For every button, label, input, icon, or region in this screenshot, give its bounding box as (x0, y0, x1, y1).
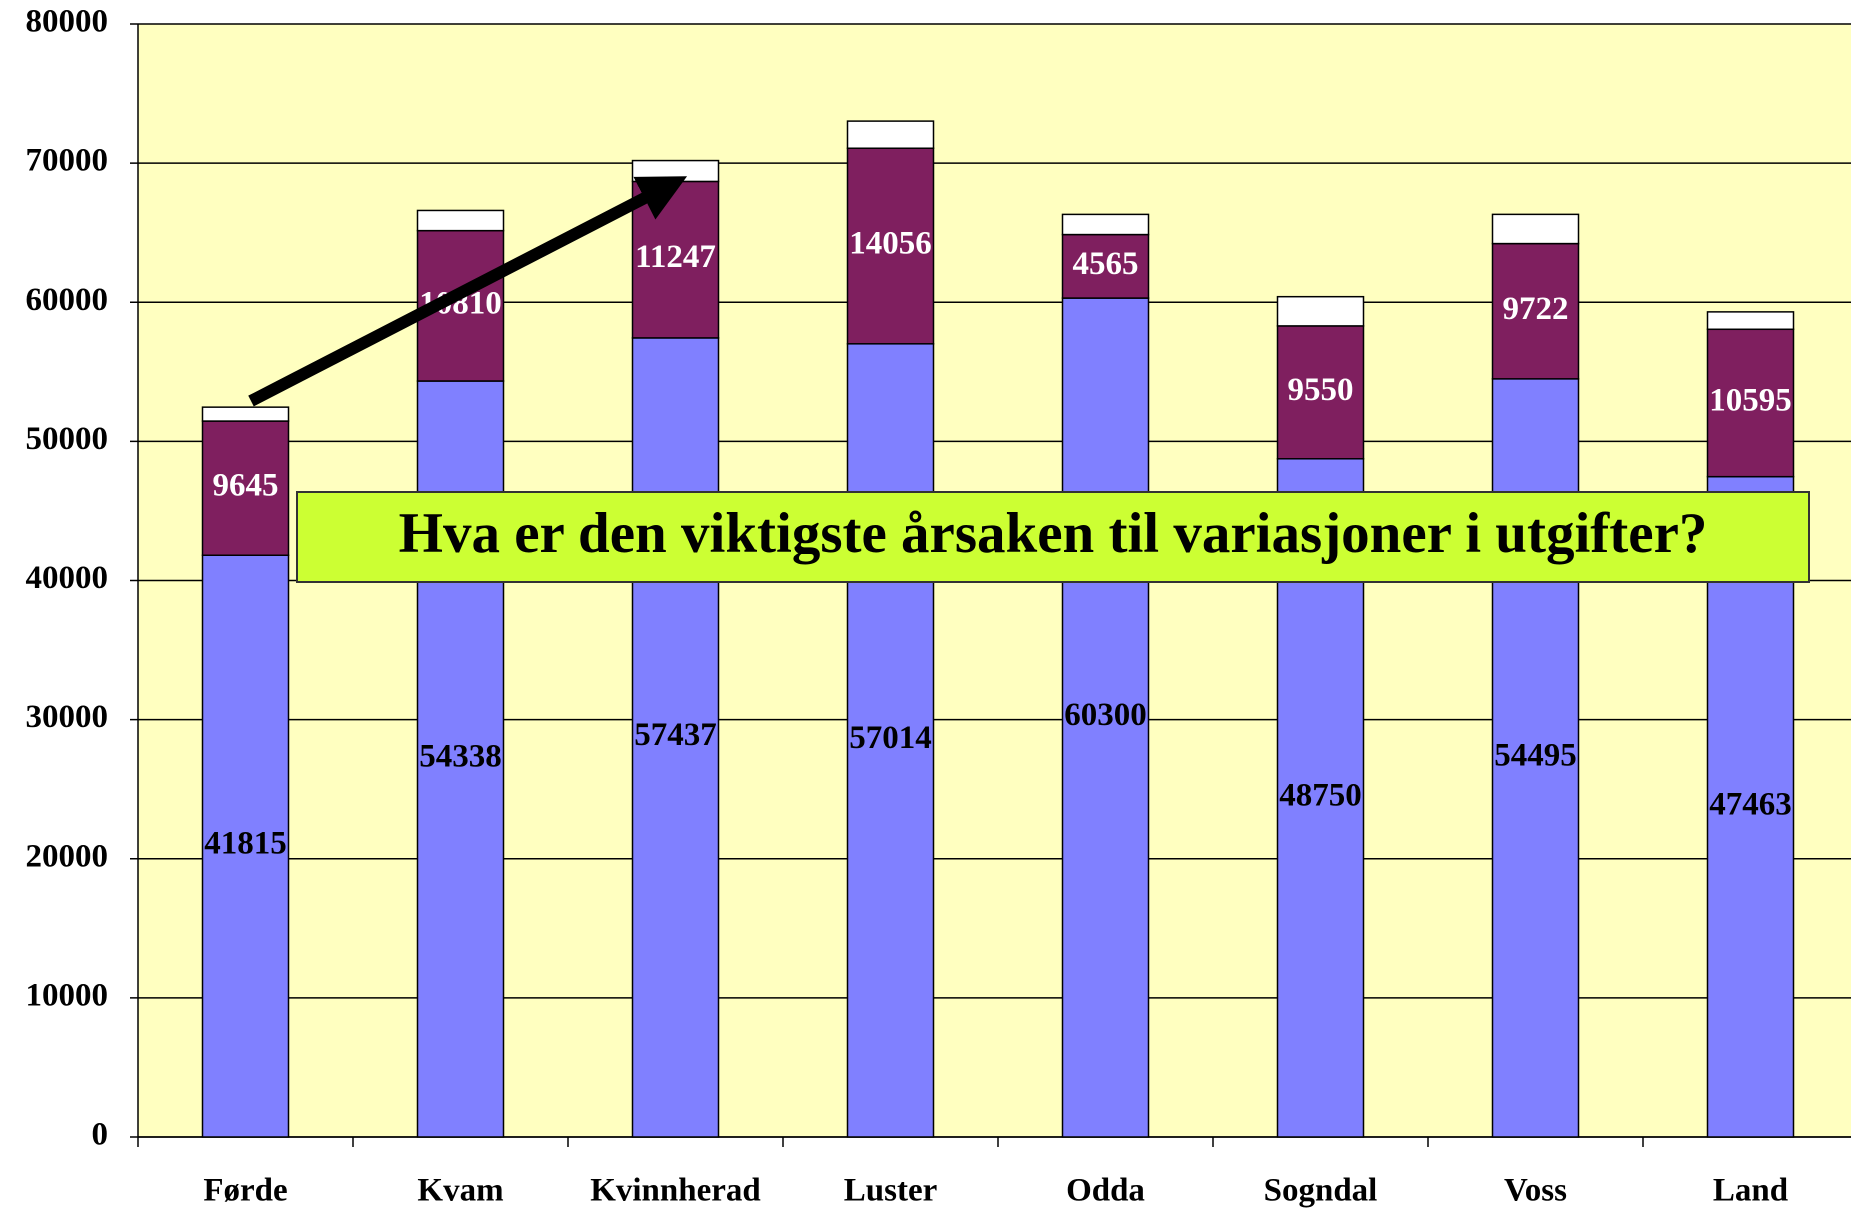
bar-segment (201, 406, 290, 422)
y-tick-label: 60000 (26, 282, 109, 318)
bar-segment (1061, 233, 1150, 299)
x-tick-label: Land (1713, 1173, 1788, 1209)
marks: 4181596455433810810574371124757014140566… (201, 120, 1795, 1138)
y-tick-label: 20000 (26, 838, 109, 874)
bar-segment (631, 159, 720, 183)
data-label: 41815 (204, 826, 287, 862)
bar-segment (1706, 311, 1795, 331)
bar-segment (1491, 213, 1580, 245)
y-tick-label: 50000 (26, 421, 109, 457)
x-tick-label: Odda (1066, 1173, 1145, 1209)
bar-segment (1276, 295, 1365, 327)
x-tick-label: Førde (203, 1173, 287, 1209)
bar-segment (1061, 213, 1150, 236)
data-label: 54338 (419, 739, 502, 775)
y-tick-label: 0 (92, 1117, 109, 1153)
bar-segment (201, 554, 290, 1138)
x-tick-label: Luster (844, 1173, 938, 1209)
data-label: 57014 (849, 720, 932, 756)
y-tick-label: 40000 (26, 560, 109, 596)
y-tick-label: 30000 (26, 699, 109, 735)
bar-segment (1276, 325, 1365, 460)
x-tick-label: Kvam (417, 1173, 503, 1209)
data-label: 60300 (1064, 697, 1147, 733)
bar-segment (1706, 475, 1795, 1138)
data-label: 9722 (1503, 291, 1569, 327)
y-tick-label: 80000 (26, 4, 109, 40)
bar-segment (416, 209, 505, 232)
y-tick-label: 10000 (26, 977, 109, 1013)
y-tick-label: 70000 (26, 143, 109, 179)
data-label: 47463 (1709, 786, 1792, 822)
bar-segment (631, 337, 720, 1138)
data-label: 11247 (635, 239, 716, 275)
bar-segment (1061, 297, 1150, 1138)
data-label: 10595 (1709, 383, 1792, 419)
data-label: 4565 (1073, 246, 1139, 282)
data-label: 9550 (1288, 372, 1354, 408)
bar-segment (846, 147, 935, 345)
x-tick-label: Kvinnherad (590, 1173, 761, 1209)
bar-segment (1706, 328, 1795, 478)
data-label: 9645 (213, 468, 279, 504)
annotation-box (296, 491, 1810, 583)
bar-segment (1491, 242, 1580, 380)
bar-segment (846, 120, 935, 149)
bar-segment (846, 343, 935, 1138)
data-label: 14056 (849, 226, 932, 262)
arrow (248, 176, 688, 407)
annotation: Hva er den viktigste årsaken til variasj… (399, 502, 1708, 565)
x-tick-label: Voss (1504, 1173, 1567, 1209)
data-label: 54495 (1494, 737, 1577, 773)
data-label: 48750 (1279, 777, 1362, 813)
x-tick-label: Sogndal (1264, 1173, 1378, 1209)
data-label: 57437 (634, 717, 717, 753)
